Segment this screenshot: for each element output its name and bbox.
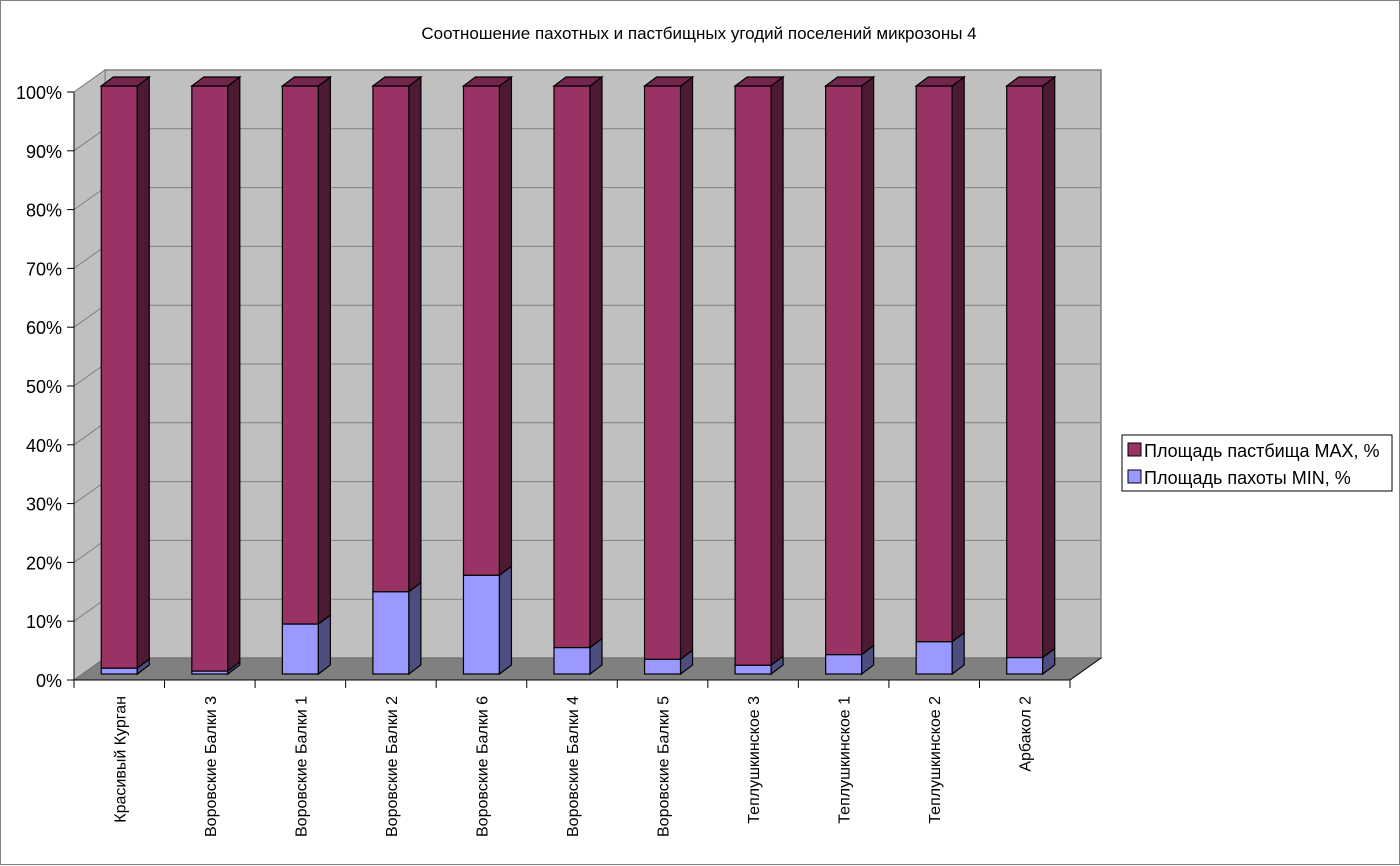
bar — [99, 75, 152, 676]
y-tick-label: 30% — [26, 495, 62, 515]
bar-segment-top — [99, 76, 152, 87]
bar-segment-side — [317, 75, 331, 626]
x-tick-label: Теплушкинское 2 — [927, 696, 944, 824]
bar — [552, 75, 604, 676]
x-tick-label: Теплушкинское 1 — [837, 696, 854, 824]
bar-segment-front — [462, 574, 501, 675]
bar-segment-top — [823, 76, 876, 87]
bar — [280, 75, 333, 676]
y-tick-label: 40% — [26, 436, 62, 456]
bar-segment-side — [951, 75, 965, 643]
bar-segment-front — [643, 658, 682, 675]
bar-segment-top — [552, 76, 604, 87]
bar-segment-top — [914, 76, 966, 87]
bar-segment-front — [1006, 656, 1044, 675]
bar-segment-side — [589, 75, 603, 649]
gridline — [73, 69, 1101, 93]
bar-segment-front — [100, 667, 138, 675]
bar-segment-front — [825, 85, 863, 656]
y-axis: 0% 10% 20% 30% 40% 50% 60% 70% 80% 90% 100% — [16, 83, 75, 691]
bar-segment-front — [372, 591, 410, 675]
bar-segment-side — [498, 565, 513, 676]
bar-segment-side — [498, 75, 513, 577]
y-tick-label: 80% — [26, 201, 62, 221]
x-tick-label: Красивый Курган — [112, 696, 129, 823]
bar-segment-top — [371, 76, 423, 87]
x-tick-label: Воровские Балки 1 — [293, 696, 310, 837]
bar-segment-top — [190, 76, 242, 87]
y-tick-label: 100% — [16, 83, 62, 103]
chart-title: Соотношение пахотных и пастбищных угодий… — [421, 24, 976, 43]
bar-segment-front — [1006, 85, 1044, 659]
bar — [1004, 75, 1057, 676]
bar-segment-front — [734, 85, 772, 666]
bar-segment-front — [281, 623, 319, 675]
x-tick-label: Воровские Балки 2 — [384, 696, 401, 837]
bar — [823, 75, 876, 676]
legend: Площадь пастбища MAX, % Площадь пахоты MI… — [1121, 434, 1393, 492]
legend-box — [1121, 434, 1393, 492]
bar — [733, 75, 785, 676]
y-tick-label: 10% — [26, 612, 62, 632]
bar-segment-side — [679, 75, 694, 661]
y-tick-label: 50% — [26, 377, 62, 397]
bar-segment-front — [372, 85, 410, 593]
bar-segment-side — [136, 75, 150, 670]
bar — [642, 75, 695, 676]
bar-segment-front — [191, 85, 229, 672]
bar-segment-side — [408, 75, 422, 593]
bar-segment-top — [461, 76, 514, 87]
bar-segment-front — [825, 653, 863, 675]
bar-segment-front — [643, 85, 682, 660]
bar-segment-side — [227, 75, 241, 673]
bar-segment-front — [100, 85, 138, 669]
bar — [461, 75, 514, 676]
bar-segment-top — [733, 76, 785, 87]
y-tick-label: 90% — [26, 142, 62, 162]
floor-edge — [1069, 657, 1102, 681]
x-tick-label: Воровские Балки 6 — [474, 696, 491, 837]
y-tick-label: 60% — [26, 318, 62, 338]
x-axis: Красивый Курган Воровские Балки 3 Воровски… — [73, 657, 1102, 837]
bar-segment-front — [553, 85, 591, 649]
x-tick-label: Воровские Балки 5 — [656, 696, 673, 837]
bar-segment-front — [915, 85, 953, 643]
bar-segment-top — [280, 76, 333, 87]
bar — [914, 75, 966, 676]
legend-swatch — [1127, 469, 1142, 484]
bar-segment-front — [281, 85, 319, 625]
bar-segment-side — [861, 75, 875, 656]
bar — [190, 75, 242, 676]
bars — [99, 75, 1057, 676]
y-tick-label: 70% — [26, 259, 62, 279]
bar-segment-side — [1042, 75, 1056, 659]
legend-label: Площадь пастбища MAX, % — [1144, 441, 1380, 461]
bar-segment-top — [1004, 76, 1057, 87]
bar-segment-front — [462, 85, 501, 576]
bar-segment-front — [553, 646, 591, 675]
bar-segment-top — [642, 76, 695, 87]
bar-segment-side — [317, 613, 331, 676]
bar — [371, 75, 423, 676]
y-tick-label: 0% — [36, 671, 62, 691]
legend-swatch — [1127, 442, 1142, 457]
bar-segment-front — [915, 641, 953, 675]
x-tick-label: Воровские Балки 3 — [203, 696, 220, 837]
bar-segment-side — [408, 581, 422, 676]
y-tick-label: 20% — [26, 553, 62, 573]
x-tick-label: Воровские Балки 4 — [565, 696, 582, 837]
x-tick-label: Теплушкинское 3 — [746, 696, 763, 824]
bar-segment-side — [770, 75, 784, 667]
bar-segment-front — [734, 664, 772, 675]
legend-label: Площадь пахоты MIN, % — [1144, 468, 1351, 488]
x-tick-label: Арбакол 2 — [1018, 696, 1035, 772]
